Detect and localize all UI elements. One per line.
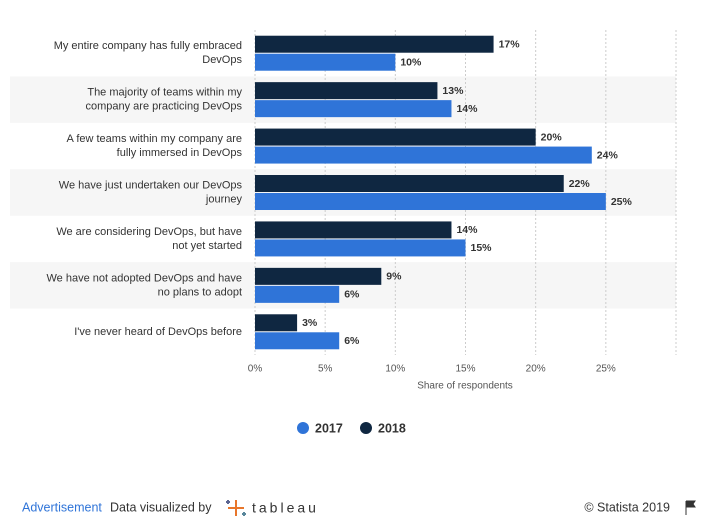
x-tick-label: 10%: [385, 364, 405, 375]
category-label: We have just undertaken our DevOps journe…: [59, 179, 243, 205]
bar: [255, 35, 494, 53]
flag-icon[interactable]: [685, 500, 696, 515]
category-label: A few teams within my company are fully i…: [67, 133, 243, 159]
value-label: 20%: [541, 131, 563, 143]
copyright: © Statista 2019: [584, 500, 670, 514]
legend-item[interactable]: 2018: [360, 421, 406, 435]
legend-label: 2018: [378, 421, 406, 435]
value-label: 13%: [442, 85, 464, 97]
bar: [255, 175, 564, 192]
tableau-icon: [226, 500, 246, 516]
x-axis-title: Share of respondents: [417, 381, 513, 392]
bar: [255, 53, 396, 71]
bar: [255, 146, 592, 164]
category-label: We have not adopted DevOps and have no pl…: [47, 272, 243, 298]
value-label: 3%: [302, 317, 318, 329]
legend-swatch: [297, 422, 309, 434]
bar: [255, 239, 466, 257]
x-tick-label: 20%: [526, 364, 546, 375]
value-label: 10%: [400, 56, 422, 68]
bar: [255, 128, 536, 146]
category-label: I've never heard of DevOps before: [74, 326, 242, 338]
value-label: 17%: [499, 38, 521, 50]
bar: [255, 314, 298, 332]
bar: [255, 267, 382, 285]
x-tick-label: 25%: [596, 364, 616, 375]
value-label: 14%: [456, 103, 478, 115]
legend-label: 2017: [315, 421, 343, 435]
bar: [255, 193, 606, 210]
bar: [255, 82, 438, 100]
value-label: 25%: [611, 196, 633, 208]
value-label: 9%: [386, 271, 402, 283]
x-tick-label: 15%: [455, 364, 475, 375]
bar: [255, 332, 340, 350]
legend-item[interactable]: 2017: [297, 421, 343, 435]
value-label: 6%: [344, 335, 360, 347]
value-label: 15%: [471, 242, 493, 254]
category-label: The majority of teams within my company a…: [85, 87, 242, 113]
x-tick-label: 0%: [248, 364, 263, 375]
legend-swatch: [360, 422, 372, 434]
bar: [255, 221, 452, 239]
tableau-logo: tableau: [252, 500, 319, 516]
value-label: 24%: [597, 149, 619, 161]
advertisement-link[interactable]: Advertisement: [22, 500, 102, 514]
value-label: 14%: [456, 224, 478, 236]
category-label: We are considering DevOps, but have not y…: [56, 226, 242, 252]
bar: [255, 285, 340, 303]
value-label: 6%: [344, 289, 360, 301]
bar: [255, 100, 452, 118]
legend: 2017 2018: [297, 421, 406, 435]
category-label: My entire company has fully embraced DevO…: [54, 40, 243, 66]
value-label: 22%: [569, 178, 591, 190]
visualized-by: Data visualized by: [110, 500, 212, 514]
x-tick-label: 5%: [318, 364, 333, 375]
